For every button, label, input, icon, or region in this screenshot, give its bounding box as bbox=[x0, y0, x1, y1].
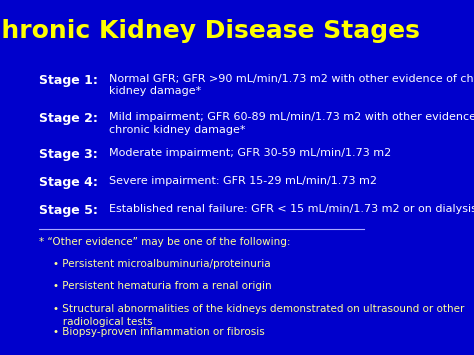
Text: * “Other evidence” may be one of the following:: * “Other evidence” may be one of the fol… bbox=[39, 237, 291, 247]
Text: • Structural abnormalities of the kidneys demonstrated on ultrasound or other
  : • Structural abnormalities of the kidney… bbox=[53, 304, 464, 327]
Text: Severe impairment: GFR 15-29 mL/min/1.73 m2: Severe impairment: GFR 15-29 mL/min/1.73… bbox=[109, 176, 377, 186]
Text: Mild impairment; GFR 60-89 mL/min/1.73 m2 with other evidence of
chronic kidney : Mild impairment; GFR 60-89 mL/min/1.73 m… bbox=[109, 112, 474, 135]
Text: Established renal failure: GFR < 15 mL/min/1.73 m2 or on dialysis: Established renal failure: GFR < 15 mL/m… bbox=[109, 204, 474, 214]
Text: • Persistent hematuria from a renal origin: • Persistent hematuria from a renal orig… bbox=[53, 282, 271, 291]
Text: • Persistent microalbuminuria/proteinuria: • Persistent microalbuminuria/proteinuri… bbox=[53, 258, 270, 268]
Text: Stage 4:: Stage 4: bbox=[39, 176, 98, 189]
Text: Normal GFR; GFR >90 mL/min/1.73 m2 with other evidence of chronic
kidney damage*: Normal GFR; GFR >90 mL/min/1.73 m2 with … bbox=[109, 73, 474, 96]
Text: Stage 1:: Stage 1: bbox=[39, 73, 98, 87]
Text: Stage 3:: Stage 3: bbox=[39, 148, 98, 160]
Text: Moderate impairment; GFR 30-59 mL/min/1.73 m2: Moderate impairment; GFR 30-59 mL/min/1.… bbox=[109, 148, 391, 158]
Text: Chronic Kidney Disease Stages: Chronic Kidney Disease Stages bbox=[0, 19, 420, 43]
Text: Stage 2:: Stage 2: bbox=[39, 112, 98, 125]
Text: Stage 5:: Stage 5: bbox=[39, 204, 98, 217]
Text: • Biopsy-proven inflammation or fibrosis: • Biopsy-proven inflammation or fibrosis bbox=[53, 327, 264, 337]
